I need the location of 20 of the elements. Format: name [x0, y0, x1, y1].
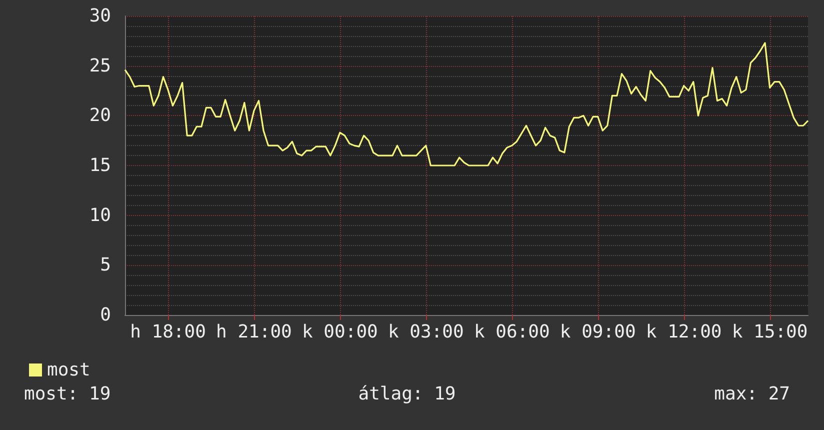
x-tick-label: k 15:00 — [732, 322, 808, 342]
line-series — [124, 42, 809, 166]
y-tick-label: 5 — [100, 254, 111, 276]
x-tick-label: h 18:00 — [130, 322, 206, 342]
legend-label: most — [47, 360, 90, 380]
x-tick-label: k 00:00 — [302, 322, 378, 342]
y-tick-label: 15 — [89, 155, 111, 176]
x-tick-label: k 12:00 — [646, 322, 722, 342]
x-tick-label: k 03:00 — [388, 322, 464, 342]
y-tick-label: 10 — [89, 204, 111, 226]
x-tick-label: k 06:00 — [474, 322, 550, 342]
y-tick-label: 0 — [100, 304, 111, 326]
text: max: 27 — [714, 384, 790, 404]
y-tick-label: 25 — [89, 55, 111, 76]
x-tick-label: h 21:00 — [216, 322, 292, 342]
x-tick-label: k 09:00 — [560, 322, 636, 342]
y-tick-label: 20 — [89, 105, 111, 126]
text: átlag: 19 — [358, 384, 456, 404]
y-tick-label: 30 — [89, 6, 111, 26]
text: most: 19 — [24, 384, 111, 404]
